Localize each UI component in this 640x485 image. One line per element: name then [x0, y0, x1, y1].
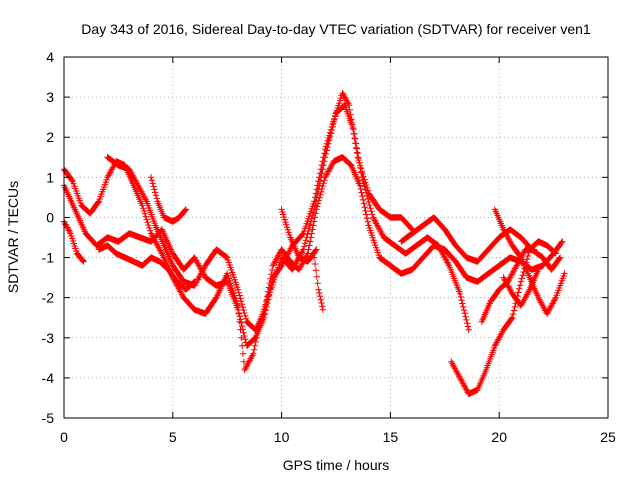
data-layer	[60, 89, 568, 398]
x-tick-label: 25	[600, 429, 616, 445]
data-markers	[311, 254, 327, 313]
chart-title: Day 343 of 2016, Sidereal Day-to-day VTE…	[81, 21, 591, 37]
data-markers	[147, 174, 190, 225]
series-arc-9	[398, 214, 564, 273]
series-arc-6	[147, 174, 190, 225]
data-markers	[278, 206, 320, 265]
series-arc-11	[478, 246, 538, 325]
y-tick-label: -1	[42, 250, 55, 266]
series-arc-12	[491, 206, 568, 317]
y-tick-label: 2	[46, 129, 54, 145]
tick-layer: 0 5 10 15 20 25 -5 -4 -3 -2 -1 0 1 2 3 4	[42, 49, 616, 445]
data-markers	[104, 154, 566, 333]
data-markers	[500, 266, 542, 309]
x-tick-label: 0	[60, 429, 68, 445]
series-arc-8	[311, 254, 327, 313]
y-tick-label: 1	[46, 169, 54, 185]
grid-layer	[64, 57, 608, 418]
x-tick-label: 5	[169, 429, 177, 445]
data-markers	[95, 242, 198, 293]
data-markers	[398, 214, 564, 273]
y-tick-label: 4	[46, 49, 54, 65]
plot-frame	[63, 56, 609, 419]
x-tick-label: 15	[383, 429, 399, 445]
series-arc-1	[60, 89, 416, 374]
data-markers	[60, 89, 416, 374]
y-tick-label: -2	[42, 290, 55, 306]
y-tick-label: -3	[42, 330, 55, 346]
x-tick-label: 10	[274, 429, 290, 445]
series-arc-10	[448, 238, 559, 398]
data-markers	[478, 246, 538, 325]
x-tick-label: 20	[491, 429, 507, 445]
data-markers	[448, 238, 559, 398]
y-tick-label: 0	[46, 209, 54, 225]
series-arc-7	[278, 206, 320, 265]
series-arc-3	[104, 154, 566, 333]
y-tick-label: 3	[46, 89, 54, 105]
y-tick-label: -4	[42, 370, 55, 386]
y-axis-label: SDTVAR / TECUs	[5, 181, 21, 293]
y-tick-label: -5	[42, 410, 55, 426]
series-arc-13	[500, 266, 542, 309]
data-markers	[491, 206, 568, 317]
series-arc-5	[95, 242, 198, 293]
x-axis-label: GPS time / hours	[283, 457, 390, 473]
